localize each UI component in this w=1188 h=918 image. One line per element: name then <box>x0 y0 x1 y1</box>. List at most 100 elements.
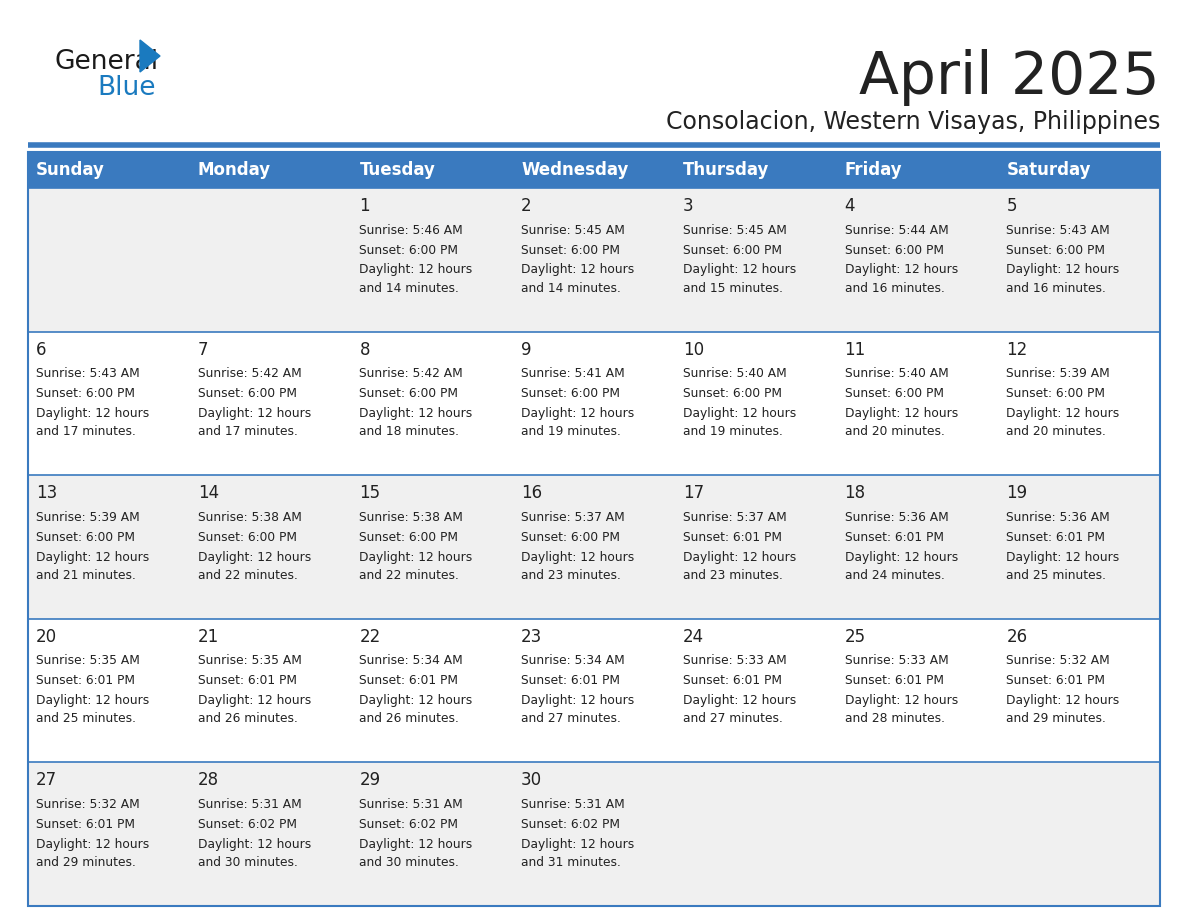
Text: Daylight: 12 hours: Daylight: 12 hours <box>360 407 473 420</box>
Bar <box>29 152 190 188</box>
Text: and 20 minutes.: and 20 minutes. <box>1006 425 1106 438</box>
Text: Sunset: 6:01 PM: Sunset: 6:01 PM <box>360 675 459 688</box>
Text: Daylight: 12 hours: Daylight: 12 hours <box>36 407 150 420</box>
Text: Sunset: 6:00 PM: Sunset: 6:00 PM <box>36 531 135 543</box>
Text: and 14 minutes.: and 14 minutes. <box>522 282 621 295</box>
Text: and 17 minutes.: and 17 minutes. <box>197 425 297 438</box>
Text: Sunrise: 5:40 AM: Sunrise: 5:40 AM <box>845 367 948 380</box>
Text: 15: 15 <box>360 484 380 502</box>
Text: Daylight: 12 hours: Daylight: 12 hours <box>197 407 311 420</box>
Text: Sunset: 6:00 PM: Sunset: 6:00 PM <box>360 387 459 400</box>
Bar <box>998 152 1159 188</box>
Text: Sunset: 6:00 PM: Sunset: 6:00 PM <box>1006 387 1105 400</box>
Text: Sunset: 6:01 PM: Sunset: 6:01 PM <box>845 531 943 543</box>
Text: Wednesday: Wednesday <box>522 161 628 179</box>
Text: Daylight: 12 hours: Daylight: 12 hours <box>845 694 958 707</box>
Text: Daylight: 12 hours: Daylight: 12 hours <box>360 838 473 851</box>
Bar <box>29 476 1159 619</box>
Text: Daylight: 12 hours: Daylight: 12 hours <box>683 263 796 276</box>
Text: Sunrise: 5:46 AM: Sunrise: 5:46 AM <box>360 223 463 237</box>
Text: Sunset: 6:01 PM: Sunset: 6:01 PM <box>36 675 135 688</box>
Text: and 22 minutes.: and 22 minutes. <box>197 568 297 582</box>
Text: Daylight: 12 hours: Daylight: 12 hours <box>360 694 473 707</box>
Text: Sunrise: 5:39 AM: Sunrise: 5:39 AM <box>36 510 140 523</box>
Text: Blue: Blue <box>97 75 156 101</box>
Text: 5: 5 <box>1006 197 1017 215</box>
Text: and 15 minutes.: and 15 minutes. <box>683 282 783 295</box>
Text: Sunrise: 5:31 AM: Sunrise: 5:31 AM <box>360 798 463 811</box>
Text: Daylight: 12 hours: Daylight: 12 hours <box>683 407 796 420</box>
Text: Sunset: 6:02 PM: Sunset: 6:02 PM <box>197 818 297 831</box>
Text: 7: 7 <box>197 341 208 359</box>
Text: and 23 minutes.: and 23 minutes. <box>683 568 783 582</box>
Text: Sunrise: 5:38 AM: Sunrise: 5:38 AM <box>197 510 302 523</box>
Text: 9: 9 <box>522 341 532 359</box>
Text: and 16 minutes.: and 16 minutes. <box>1006 282 1106 295</box>
Text: Sunrise: 5:33 AM: Sunrise: 5:33 AM <box>683 655 786 667</box>
Text: 6: 6 <box>36 341 46 359</box>
Text: 1: 1 <box>360 197 369 215</box>
Text: 22: 22 <box>360 628 380 645</box>
Text: Daylight: 12 hours: Daylight: 12 hours <box>522 551 634 564</box>
Text: Sunrise: 5:32 AM: Sunrise: 5:32 AM <box>1006 655 1110 667</box>
Text: 28: 28 <box>197 771 219 789</box>
Bar <box>836 152 998 188</box>
Text: Sunset: 6:00 PM: Sunset: 6:00 PM <box>360 531 459 543</box>
Text: Sunset: 6:01 PM: Sunset: 6:01 PM <box>683 531 782 543</box>
Text: Daylight: 12 hours: Daylight: 12 hours <box>197 694 311 707</box>
Text: and 18 minutes.: and 18 minutes. <box>360 425 460 438</box>
Text: Sunset: 6:00 PM: Sunset: 6:00 PM <box>1006 243 1105 256</box>
Text: 17: 17 <box>683 484 704 502</box>
Text: and 29 minutes.: and 29 minutes. <box>36 856 135 869</box>
Text: 4: 4 <box>845 197 855 215</box>
Text: April 2025: April 2025 <box>859 50 1159 106</box>
Text: Sunrise: 5:42 AM: Sunrise: 5:42 AM <box>360 367 463 380</box>
Bar <box>29 188 1159 331</box>
Text: 13: 13 <box>36 484 57 502</box>
Text: and 29 minutes.: and 29 minutes. <box>1006 712 1106 725</box>
Text: Sunrise: 5:44 AM: Sunrise: 5:44 AM <box>845 223 948 237</box>
Text: Sunset: 6:00 PM: Sunset: 6:00 PM <box>360 243 459 256</box>
Text: Monday: Monday <box>197 161 271 179</box>
Bar <box>675 152 836 188</box>
Text: and 16 minutes.: and 16 minutes. <box>845 282 944 295</box>
Text: 24: 24 <box>683 628 704 645</box>
Text: Sunrise: 5:32 AM: Sunrise: 5:32 AM <box>36 798 140 811</box>
Text: 3: 3 <box>683 197 694 215</box>
Text: Sunrise: 5:36 AM: Sunrise: 5:36 AM <box>845 510 948 523</box>
Text: Daylight: 12 hours: Daylight: 12 hours <box>522 407 634 420</box>
Text: Sunrise: 5:43 AM: Sunrise: 5:43 AM <box>1006 223 1110 237</box>
Text: 29: 29 <box>360 771 380 789</box>
Text: Daylight: 12 hours: Daylight: 12 hours <box>1006 263 1119 276</box>
Text: Sunrise: 5:45 AM: Sunrise: 5:45 AM <box>522 223 625 237</box>
Text: Sunset: 6:00 PM: Sunset: 6:00 PM <box>845 243 943 256</box>
Text: 21: 21 <box>197 628 219 645</box>
Text: Daylight: 12 hours: Daylight: 12 hours <box>1006 694 1119 707</box>
Text: Sunday: Sunday <box>36 161 105 179</box>
Text: Sunset: 6:02 PM: Sunset: 6:02 PM <box>360 818 459 831</box>
Text: and 26 minutes.: and 26 minutes. <box>197 712 297 725</box>
Bar <box>190 152 352 188</box>
Text: and 24 minutes.: and 24 minutes. <box>845 568 944 582</box>
Text: Daylight: 12 hours: Daylight: 12 hours <box>522 838 634 851</box>
Text: 23: 23 <box>522 628 543 645</box>
Text: Sunset: 6:02 PM: Sunset: 6:02 PM <box>522 818 620 831</box>
Text: and 19 minutes.: and 19 minutes. <box>522 425 621 438</box>
Text: Sunset: 6:00 PM: Sunset: 6:00 PM <box>683 243 782 256</box>
Text: Sunrise: 5:42 AM: Sunrise: 5:42 AM <box>197 367 302 380</box>
Text: Sunset: 6:00 PM: Sunset: 6:00 PM <box>36 387 135 400</box>
Text: Daylight: 12 hours: Daylight: 12 hours <box>845 263 958 276</box>
Text: 27: 27 <box>36 771 57 789</box>
Text: Sunset: 6:01 PM: Sunset: 6:01 PM <box>845 675 943 688</box>
Text: Daylight: 12 hours: Daylight: 12 hours <box>683 551 796 564</box>
Text: 10: 10 <box>683 341 704 359</box>
Text: Daylight: 12 hours: Daylight: 12 hours <box>360 551 473 564</box>
Text: Sunset: 6:00 PM: Sunset: 6:00 PM <box>522 531 620 543</box>
Text: Sunset: 6:00 PM: Sunset: 6:00 PM <box>522 387 620 400</box>
Text: Sunset: 6:00 PM: Sunset: 6:00 PM <box>845 387 943 400</box>
Text: Sunrise: 5:31 AM: Sunrise: 5:31 AM <box>522 798 625 811</box>
Text: Daylight: 12 hours: Daylight: 12 hours <box>845 407 958 420</box>
Text: Sunrise: 5:38 AM: Sunrise: 5:38 AM <box>360 510 463 523</box>
Text: Sunset: 6:01 PM: Sunset: 6:01 PM <box>36 818 135 831</box>
Bar <box>29 619 1159 763</box>
